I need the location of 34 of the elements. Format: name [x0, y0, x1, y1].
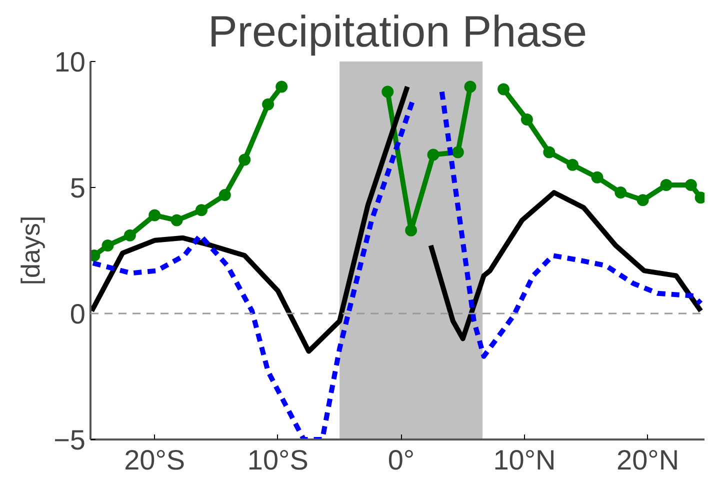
y-tick-label: 0	[70, 298, 86, 330]
point	[238, 154, 251, 166]
point	[102, 239, 114, 252]
x-tick-label: 10°N	[493, 444, 556, 476]
point	[405, 224, 418, 236]
chart-title: Precipitation Phase	[208, 8, 588, 56]
point	[452, 146, 464, 158]
y-tick-label: 10	[54, 46, 86, 78]
point	[124, 229, 136, 242]
point	[262, 98, 274, 110]
x-tick-label: 0°	[388, 444, 415, 476]
point	[148, 209, 161, 222]
point	[427, 148, 440, 161]
point	[276, 80, 288, 93]
point	[218, 189, 231, 202]
point	[170, 214, 183, 226]
x-tick-label: 20°S	[124, 444, 186, 476]
point	[636, 194, 649, 206]
point	[660, 178, 672, 191]
point	[195, 204, 208, 216]
y-axis-title: [days]	[16, 216, 46, 286]
point	[382, 86, 394, 98]
point	[684, 178, 697, 191]
x-tick-label: 20°N	[616, 444, 680, 476]
x-tick-label: 10°S	[247, 444, 308, 476]
point	[591, 171, 604, 184]
y-tick-label: 5	[70, 172, 86, 204]
point	[614, 186, 627, 199]
point	[464, 80, 476, 93]
point	[543, 146, 556, 158]
point	[498, 83, 510, 96]
y-tick-label: −5	[54, 424, 86, 456]
point	[520, 113, 533, 126]
point	[566, 158, 579, 171]
